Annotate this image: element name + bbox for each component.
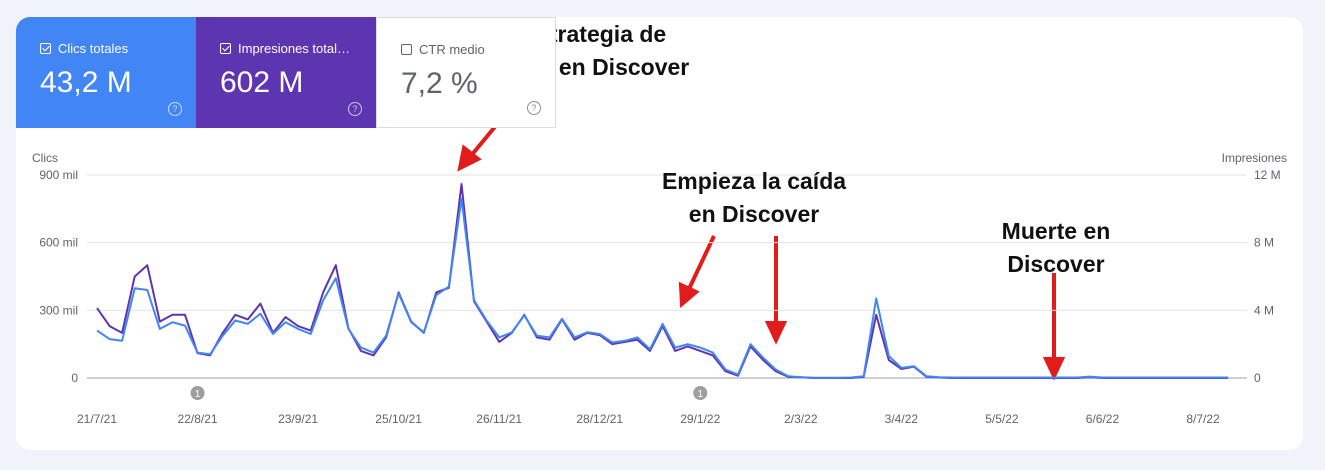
arrows [457,86,1066,381]
checkbox[interactable] [220,43,231,54]
checkbox[interactable] [40,43,51,54]
annotation: Discover [1007,251,1104,277]
annotation: Empieza la caída [662,168,846,194]
metric-card[interactable]: CTR medio 7,2 %? [376,17,556,128]
x-tick-label: 29/1/22 [680,412,720,426]
y-axis-title: Clics [32,151,58,165]
y-tick-label: 0 [71,371,78,385]
help-icon[interactable]: ? [527,101,541,115]
y2-tick-label: 12 M [1254,168,1281,182]
performance-panel: Clics Impresiones 0 300 mil 600 mil 900 mil 0 4… [16,17,1303,450]
arrow [686,235,716,292]
arrow-head [1042,357,1066,381]
metric-card[interactable]: Clics totales 43,2 M? [16,17,196,128]
arrow-head [457,144,482,172]
event-marker [190,386,205,400]
series-line [96,183,1229,379]
arrow-head [764,321,788,345]
metric-label: Impresiones total… [220,41,376,56]
x-tick-label: 25/10/21 [375,412,422,426]
x-tick-label: 26/11/21 [476,412,522,426]
annotation: en Discover [689,201,819,227]
metric-name: Clics totales [58,41,129,56]
arrow-head [678,281,700,309]
x-tick-label: 22/8/21 [178,412,218,426]
x-tick-label: 5/5/22 [985,412,1019,426]
y2-tick-label: 8 M [1254,236,1274,250]
checkbox[interactable] [401,44,412,55]
metric-value: 602 M [220,66,304,99]
series-line [96,197,1229,379]
annotation: Muerte en [1002,218,1111,244]
y2-tick-label: 0 [1254,371,1261,385]
event-marker-label: 1 [195,389,201,400]
event-marker [693,386,708,400]
x-tick-label: 21/7/21 [77,412,117,426]
x-tick-label: 2/3/22 [784,412,818,426]
event-marker-label: 1 [697,389,703,400]
x-tick-label: 23/9/21 [278,412,318,426]
y-tick-label: 900 mil [39,168,78,182]
metric-label: Clics totales [40,41,196,56]
help-icon[interactable]: ? [348,102,362,116]
x-tick-label: 8/7/22 [1186,412,1220,426]
y-tick-label: 600 mil [39,236,78,250]
metric-value: 7,2 % [401,67,478,100]
metric-card[interactable]: Impresiones total… 602 M? [196,17,376,128]
help-icon[interactable]: ? [168,102,182,116]
y2-axis-title: Impresiones [1222,151,1287,165]
y2-tick-label: 4 M [1254,303,1274,317]
x-tick-label: 6/6/22 [1086,412,1120,426]
y-tick-label: 300 mil [39,303,78,317]
chart: Clics Impresiones 0 300 mil 600 mil 900 mil 0 4… [32,21,1287,426]
metric-name: Impresiones total… [238,41,350,56]
metric-value: 43,2 M [40,66,132,99]
metric-name: CTR medio [419,42,485,57]
x-tick-label: 3/4/22 [885,412,919,426]
x-tick-label: 28/12/21 [576,412,623,426]
metric-label: CTR medio [401,42,555,57]
